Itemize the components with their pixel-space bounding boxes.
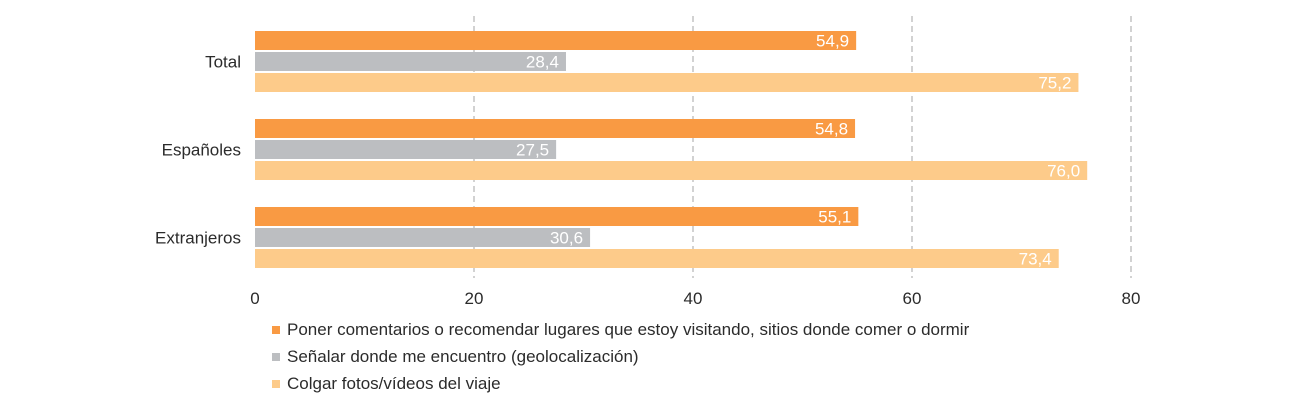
bar [255, 249, 1059, 268]
x-tick-label: 20 [465, 289, 484, 308]
bar [255, 52, 566, 71]
x-axis-ticks: 0 20 40 60 80 [250, 289, 1140, 308]
value-label: 55,1 [818, 208, 851, 227]
value-label: 54,8 [815, 120, 848, 139]
bar [255, 140, 557, 159]
legend-swatch [272, 352, 280, 361]
legend-item: Colgar fotos/vídeos del viaje [272, 370, 969, 397]
value-label: 30,6 [550, 229, 583, 248]
legend: Poner comentarios o recomendar lugares q… [272, 316, 969, 397]
bar [255, 119, 856, 138]
bar-chart: 54,9 28,4 75,2 54,8 27,5 76,0 55,1 30,6 73,4 Tot… [155, 16, 1140, 308]
category-labels: Total Españoles Extranjeros [155, 53, 241, 248]
bar [255, 31, 857, 50]
x-tick-label: 80 [1122, 289, 1141, 308]
legend-label: Poner comentarios o recomendar lugares q… [287, 319, 970, 339]
legend-swatch [272, 325, 280, 334]
legend-item: Señalar donde me encuentro (geolocalizac… [272, 343, 969, 370]
legend-item: Poner comentarios o recomendar lugares q… [272, 316, 969, 343]
category-label: Total [205, 53, 241, 72]
legend-label: Señalar donde me encuentro (geolocalizac… [287, 346, 639, 366]
x-tick-label: 40 [684, 289, 703, 308]
category-label: Españoles [162, 141, 241, 160]
bar [255, 228, 591, 247]
value-label: 54,9 [816, 32, 849, 51]
bar [255, 73, 1079, 92]
x-tick-label: 60 [903, 289, 922, 308]
bar [255, 161, 1088, 180]
value-label: 76,0 [1047, 162, 1080, 181]
value-label: 75,2 [1038, 74, 1071, 93]
category-label: Extranjeros [155, 229, 241, 248]
bars: 54,9 28,4 75,2 54,8 27,5 76,0 55,1 30,6 73,4 [255, 31, 1088, 269]
value-label: 27,5 [516, 141, 549, 160]
x-tick-label: 0 [250, 289, 259, 308]
value-label: 73,4 [1019, 250, 1052, 269]
bar [255, 207, 859, 226]
legend-swatch [272, 379, 280, 388]
value-label: 28,4 [526, 53, 559, 72]
legend-label: Colgar fotos/vídeos del viaje [287, 373, 501, 393]
